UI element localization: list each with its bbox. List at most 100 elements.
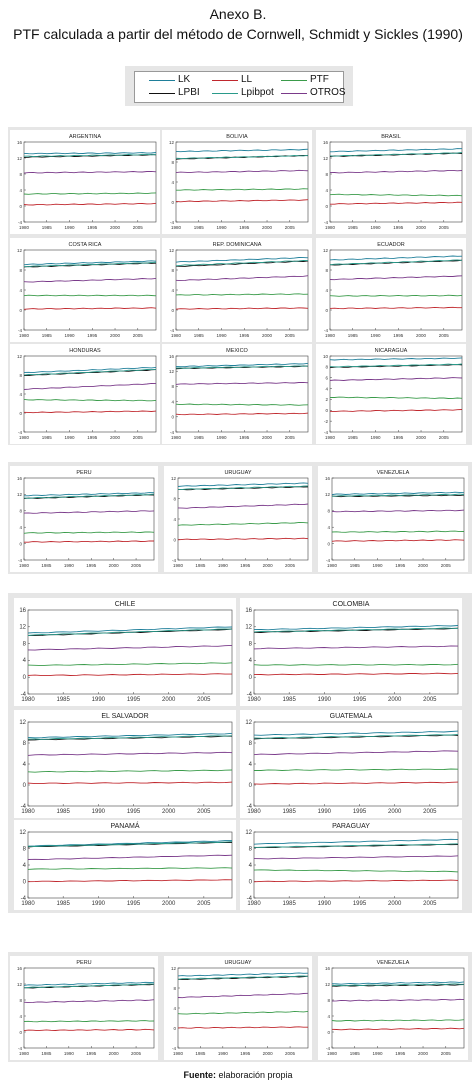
x-tick-label: 2000 [416,225,427,230]
series-line-otros [253,855,459,860]
x-tick-label: 1980 [247,809,261,815]
chart-panel-paraguay: PARAGUAY 12 8 4 0 -4 1980 1985 1990 1995 2000 2005 [240,820,462,910]
y-tick-label: 8 [19,509,22,514]
series-line-ptf [23,192,157,195]
series-line-lpbi [175,260,309,267]
x-tick-label: 1985 [195,563,206,568]
y-tick-label: 8 [171,384,174,389]
x-tick-label: 2000 [162,809,176,815]
y-tick-label: 0 [325,408,328,413]
chart-title: PANAMÁ [110,821,139,830]
series-line-ll [175,412,309,416]
y-tick-label: -4 [326,1046,330,1051]
series-line-lk [331,981,465,985]
x-tick-label: 1985 [282,697,296,703]
series-line-lpibpot [331,493,465,497]
y-tick-label: 12 [245,830,252,836]
series-line-ptf [175,403,309,406]
series-line-ll [27,879,233,883]
y-tick-label: 4 [249,762,253,768]
series-line-ptf [253,869,459,873]
y-tick-label: 8 [325,172,328,177]
series-line-lk [27,732,233,739]
series-line-otros [27,751,233,756]
legend-swatch-lpbi [149,92,175,94]
series-line-otros [331,998,465,1002]
x-tick-label: 1990 [64,1051,75,1056]
series-line-ll [253,879,459,883]
x-tick-label: 1995 [86,1051,97,1056]
y-tick-label: -4 [21,896,27,902]
x-tick-label: 2000 [418,1051,429,1056]
y-tick-label: -4 [324,430,328,435]
y-tick-label: 8 [327,998,330,1003]
y-tick-label: 0 [19,204,22,209]
y-tick-label: 12 [17,982,23,987]
series-line-otros [175,275,309,282]
series-line-lpibpot [27,628,233,636]
x-tick-label: 1995 [239,435,250,440]
y-tick-label: 4 [173,517,176,522]
y-tick-label: 16 [245,608,252,614]
x-tick-label: 2005 [285,333,296,338]
y-tick-label: -4 [326,558,330,563]
x-tick-label: 1995 [395,563,406,568]
y-tick-label: 8 [249,846,253,852]
x-tick-label: 1990 [65,435,76,440]
series-line-ptf [330,396,463,399]
y-tick-label: 0 [19,308,22,313]
chart-title: BRASIL [381,134,401,140]
x-tick-label: 1990 [371,333,382,338]
series-line-otros [177,992,309,999]
series-line-lpibpot [331,983,465,987]
y-tick-label: 4 [19,525,22,530]
y-tick-label: 4 [171,288,174,293]
series-line-otros [23,170,157,174]
x-tick-label: 1995 [353,901,367,907]
x-tick-label: 2005 [197,901,211,907]
series-line-lk [329,148,463,153]
y-tick-label: 4 [171,180,174,185]
x-tick-label: 1990 [318,697,332,703]
chart-panel-uruguay: URUGUAY 12 8 4 0 -4 1980 1985 1990 1995 2000 2005 [164,466,312,572]
legend-swatch-ptf [281,79,307,81]
series-line-lpibpot [27,735,233,740]
series-line-ptf [23,531,155,534]
series-line-ptf [23,294,157,297]
x-tick-label: 1985 [348,225,359,230]
legend-swatch-lpibpot [212,92,238,94]
x-tick-label: 1990 [371,225,382,230]
legend-item-ptf: PTF [281,74,329,86]
plot-frame [331,477,465,561]
y-tick-label: -4 [18,328,22,333]
series-line-otros [177,503,309,509]
series-line-otros [175,169,309,174]
y-tick-label: 16 [19,608,26,614]
y-tick-label: 12 [17,492,23,497]
series-line-lk [23,366,157,374]
x-tick-label: 2005 [131,563,142,568]
y-tick-label: 10 [323,354,329,359]
y-tick-label: 2 [325,397,328,402]
plot-frame [27,609,233,695]
series-line-ptf [27,867,233,870]
chart-title: GUATEMALA [330,713,373,720]
y-tick-label: 0 [171,415,174,420]
y-tick-label: 8 [171,268,174,273]
series-line-ptf [331,530,465,533]
y-tick-label: 4 [23,658,27,664]
x-tick-label: 2005 [439,333,450,338]
y-tick-label: 0 [325,308,328,313]
chart-title: PARAGUAY [332,823,370,830]
x-tick-label: 2000 [162,901,176,907]
x-tick-label: 2000 [388,809,402,815]
x-tick-label: 2005 [131,1051,142,1056]
x-tick-label: 1985 [194,333,205,338]
y-tick-label: 0 [325,204,328,209]
